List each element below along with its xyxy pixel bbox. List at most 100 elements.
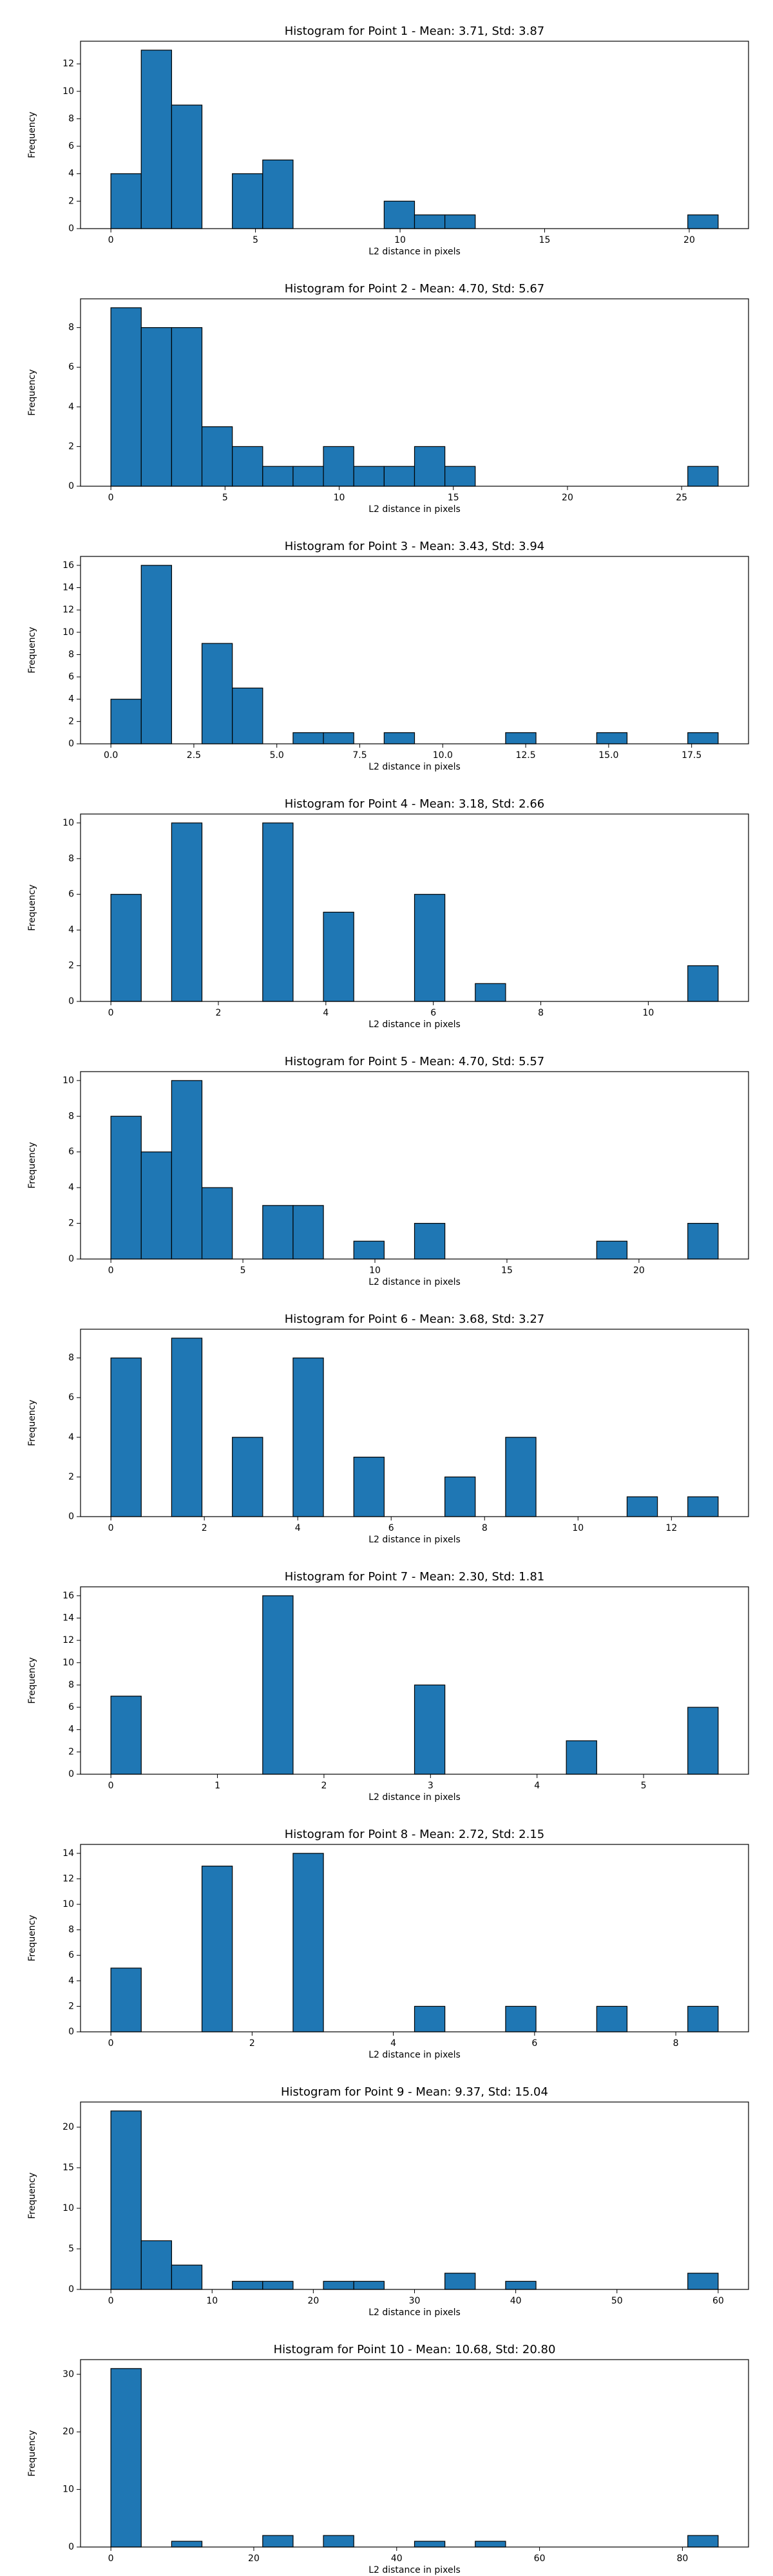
bar [110, 699, 142, 744]
chart-title: Histogram for Point 4 - Mean: 3.18, Std:… [285, 797, 545, 811]
bar [110, 1358, 142, 1517]
x-axis-label: L2 distance in pixels [368, 1277, 461, 1287]
bar [110, 307, 142, 487]
y-tick-label: 0 [68, 2542, 74, 2552]
y-tick-label: 12 [62, 1873, 74, 1884]
x-tick-label: 4 [295, 1523, 301, 1533]
histogram-panel: Histogram for Point 2 - Mean: 4.70, Std:… [27, 282, 749, 515]
bar [110, 173, 142, 229]
y-tick-label: 10 [62, 2203, 74, 2213]
bar [262, 466, 294, 487]
y-tick-label: 4 [68, 1432, 74, 1443]
x-tick-label: 10 [369, 1265, 381, 1276]
bar [140, 1151, 173, 1260]
y-tick-label: 5 [68, 2244, 74, 2254]
bar [414, 214, 446, 229]
y-tick-label: 2 [68, 716, 74, 726]
bar [292, 1358, 324, 1517]
y-tick-label: 6 [68, 672, 74, 682]
y-tick-label: 8 [68, 1680, 74, 1690]
bar [687, 2273, 719, 2290]
bar [687, 466, 719, 487]
x-axis-label: L2 distance in pixels [368, 2050, 461, 2060]
histogram-panel: Histogram for Point 7 - Mean: 2.30, Std:… [27, 1570, 749, 1803]
y-axis-label: Frequency [27, 627, 37, 673]
x-axis-label: L2 distance in pixels [368, 247, 461, 257]
plot-frame [80, 2359, 749, 2548]
y-tick-label: 6 [68, 889, 74, 900]
plot-frame [80, 1586, 749, 1775]
histogram-panel: Histogram for Point 6 - Mean: 3.68, Std:… [27, 1312, 749, 1545]
chart-title: Histogram for Point 8 - Mean: 2.72, Std:… [285, 1828, 545, 1841]
bar [596, 1240, 628, 1260]
x-tick-label: 20 [248, 2553, 260, 2564]
y-tick-label: 20 [62, 2427, 74, 2437]
x-tick-label: 0 [108, 2296, 114, 2306]
bar [475, 2541, 506, 2548]
plot-frame [80, 1844, 749, 2032]
plot-frame [80, 556, 749, 744]
y-tick-label: 10 [62, 818, 74, 828]
y-axis-label: Frequency [27, 2172, 37, 2219]
x-tick-label: 20 [307, 2296, 319, 2306]
bar [444, 2273, 476, 2290]
bar [110, 894, 142, 1002]
bar [383, 466, 415, 487]
plot-frame [80, 41, 749, 229]
x-tick-label: 5 [641, 1781, 647, 1791]
bar [505, 732, 537, 744]
bar [414, 1222, 446, 1260]
x-axis-label: L2 distance in pixels [368, 504, 461, 515]
y-tick-label: 8 [68, 113, 74, 124]
x-tick-label: 0 [108, 1265, 114, 1276]
bar [232, 173, 263, 229]
bar [171, 2541, 203, 2548]
bar [414, 446, 446, 487]
y-tick-label: 10 [62, 627, 74, 638]
bar [353, 1457, 385, 1517]
bar [262, 2535, 294, 2548]
bar [292, 466, 324, 487]
histogram-panel: Histogram for Point 5 - Mean: 4.70, Std:… [27, 1055, 749, 1287]
x-axis-label: L2 distance in pixels [368, 1792, 461, 1803]
y-tick-label: 10 [62, 86, 74, 97]
x-tick-label: 6 [430, 1008, 436, 1018]
x-tick-label: 15 [501, 1265, 513, 1276]
bar [505, 2005, 537, 2032]
bar [323, 911, 354, 1002]
y-axis-label: Frequency [27, 111, 37, 158]
y-tick-label: 8 [68, 853, 74, 864]
x-axis-label: L2 distance in pixels [368, 762, 461, 772]
bar [323, 2535, 354, 2548]
y-tick-label: 0 [68, 996, 74, 1007]
x-tick-label: 60 [534, 2553, 546, 2564]
x-tick-label: 8 [482, 1523, 488, 1533]
y-axis-label: Frequency [27, 2430, 37, 2476]
y-tick-label: 15 [62, 2163, 74, 2173]
bar [110, 1967, 142, 2032]
x-tick-label: 2 [216, 1008, 222, 1018]
bar [626, 1496, 658, 1517]
y-tick-label: 6 [68, 1950, 74, 1960]
x-tick-label: 5 [240, 1265, 246, 1276]
bar [687, 965, 719, 1002]
bar [171, 2264, 203, 2290]
x-tick-label: 1 [215, 1781, 220, 1791]
bar [323, 732, 354, 744]
x-tick-label: 60 [712, 2296, 724, 2306]
bar [201, 426, 233, 487]
plot-frame [80, 2101, 749, 2290]
x-tick-label: 10.0 [433, 750, 453, 761]
plot-frame [80, 813, 749, 1002]
plot-frame [80, 1071, 749, 1260]
x-tick-label: 0.0 [104, 750, 118, 761]
y-tick-label: 14 [62, 1613, 74, 1624]
y-tick-label: 0 [68, 739, 74, 749]
x-tick-label: 10 [394, 235, 406, 245]
y-axis-label: Frequency [27, 369, 37, 415]
x-tick-label: 0 [108, 1008, 114, 1018]
y-tick-label: 2 [68, 2001, 74, 2011]
x-tick-label: 10 [206, 2296, 218, 2306]
y-tick-label: 8 [68, 1925, 74, 1935]
bar [171, 1080, 203, 1260]
